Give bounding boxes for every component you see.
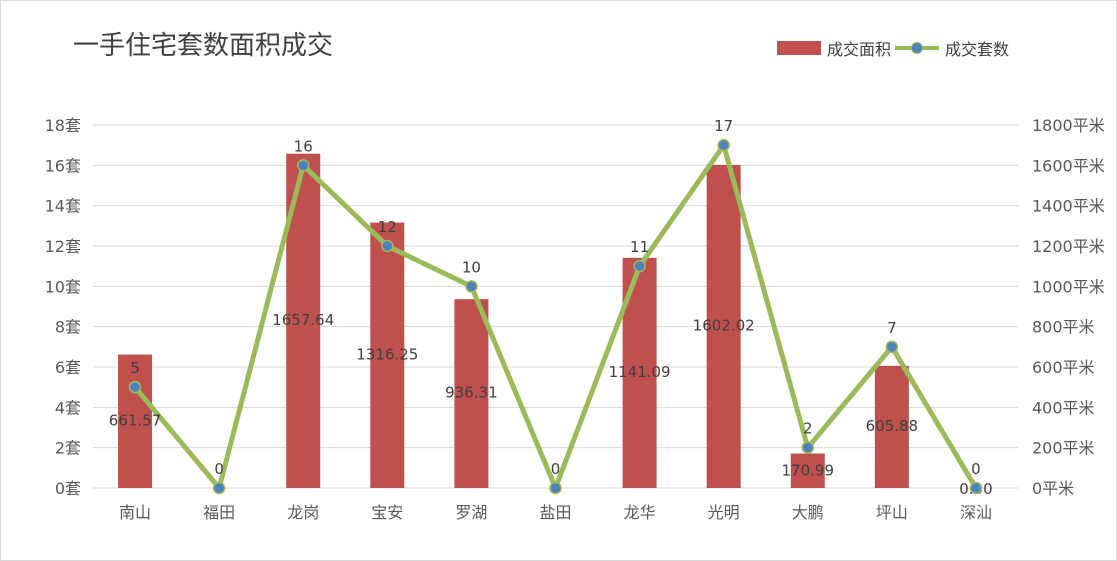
line-data-label: 0 <box>971 460 981 478</box>
left-tick-label: 10套 <box>45 277 81 296</box>
category-label: 罗湖 <box>455 503 487 522</box>
bar-data-label: 1141.09 <box>609 363 671 381</box>
line-marker <box>633 259 646 273</box>
legend-line-swatch <box>895 41 940 55</box>
left-tick-label: 2套 <box>55 439 81 458</box>
category-label: 大鹏 <box>792 503 824 522</box>
category-label: 宝安 <box>371 503 403 522</box>
line-data-label: 10 <box>462 258 481 276</box>
left-tick-label: 12套 <box>45 237 81 256</box>
bar <box>370 222 405 488</box>
line-marker <box>128 380 142 394</box>
bar <box>454 299 489 488</box>
line-series <box>133 142 979 491</box>
right-tick-label: 1800平米 <box>1032 116 1105 135</box>
line-data-label: 7 <box>887 319 897 337</box>
line-marker <box>549 481 562 495</box>
left-tick-label: 6套 <box>55 358 81 377</box>
right-tick-label: 1000平米 <box>1032 277 1105 296</box>
line-data-label: 0 <box>214 460 224 478</box>
line-marker <box>381 239 394 253</box>
line-data-label: 2 <box>803 420 813 438</box>
line-data-label: 0 <box>551 460 561 478</box>
bar <box>118 354 153 488</box>
legend-line-label: 成交套数 <box>945 40 1010 59</box>
bar-data-label: 170.99 <box>782 462 835 480</box>
left-tick-label: 16套 <box>45 156 81 175</box>
bar-data-label: 605.88 <box>866 417 919 435</box>
right-tick-label: 1400平米 <box>1032 197 1105 216</box>
right-tick-label: 1600平米 <box>1032 156 1105 175</box>
bar-data-label: 936.31 <box>445 384 498 402</box>
line-marker <box>296 159 310 172</box>
left-tick-label: 4套 <box>55 398 81 417</box>
bar <box>874 365 909 488</box>
chart-title: 一手住宅套数面积成交 <box>73 31 334 61</box>
bar-data-label: 1316.25 <box>356 345 418 363</box>
category-label: 深汕 <box>960 503 992 522</box>
right-tick-label: 400平米 <box>1032 398 1095 417</box>
line-marker <box>801 441 815 454</box>
left-tick-label: 0套 <box>55 479 81 498</box>
bar <box>790 453 825 488</box>
right-tick-label: 200平米 <box>1032 439 1095 458</box>
category-label: 光明 <box>708 503 740 522</box>
line-marker <box>212 481 226 495</box>
bar-data-label: 661.57 <box>109 411 162 429</box>
legend: 成交面积 成交套数 <box>777 37 1009 59</box>
line-data-label: 16 <box>294 137 313 155</box>
bar-data-label: 1657.64 <box>272 311 334 329</box>
right-tick-label: 0平米 <box>1032 479 1074 498</box>
line-data-label: 17 <box>714 117 733 135</box>
line-marker <box>969 481 983 495</box>
right-tick-label: 1200平米 <box>1032 237 1105 256</box>
line-marker <box>465 280 478 293</box>
line-data-label: 12 <box>378 218 397 236</box>
line-marker <box>885 340 899 354</box>
category-label: 福田 <box>203 503 235 522</box>
category-label: 龙华 <box>624 503 656 522</box>
category-label: 南山 <box>119 503 151 522</box>
right-tick-label: 800平米 <box>1032 318 1095 337</box>
category-label: 龙岗 <box>287 503 319 522</box>
bar <box>706 164 741 488</box>
right-tick-label: 600平米 <box>1032 358 1095 377</box>
line-data-label: 5 <box>130 359 140 377</box>
category-label: 盐田 <box>539 503 571 522</box>
bar-data-label: 1602.02 <box>693 316 755 334</box>
legend-bar-label: 成交面积 <box>827 40 892 59</box>
legend-bar-swatch <box>777 41 821 55</box>
left-tick-label: 18套 <box>45 116 81 135</box>
left-tick-label: 14套 <box>45 197 81 216</box>
line-marker <box>717 138 730 152</box>
category-label: 坪山 <box>876 503 908 522</box>
line-data-label: 11 <box>630 238 649 256</box>
left-tick-label: 8套 <box>55 318 81 337</box>
